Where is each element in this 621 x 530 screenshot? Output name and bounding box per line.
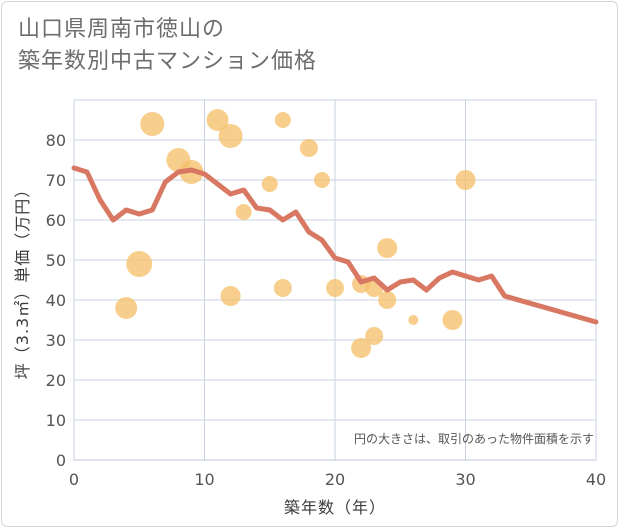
bubble <box>326 279 344 297</box>
bubble <box>299 139 318 157</box>
bubble <box>365 327 384 345</box>
y-tick-label: 60 <box>46 211 66 230</box>
x-tick-label: 30 <box>455 470 475 489</box>
bubble <box>140 112 165 136</box>
title-line-2: 築年数別中古マンション価格 <box>18 49 318 74</box>
title-line-1: 山口県周南市徳山の <box>18 17 226 42</box>
y-tick-label: 0 <box>56 451 66 470</box>
bubble <box>408 315 419 325</box>
y-axis-label: 坪（3.3㎡）単価（万円） <box>13 181 32 379</box>
size-note: 円の大きさは、取引のあった物件面積を示す <box>354 431 594 446</box>
bubble <box>442 310 463 330</box>
bubble <box>378 291 397 309</box>
x-tick-label: 40 <box>586 470 606 489</box>
y-tick-label: 40 <box>46 291 66 310</box>
bubble <box>273 279 292 297</box>
y-tick-label: 50 <box>46 251 66 270</box>
x-axis-label: 築年数（年） <box>284 498 386 517</box>
y-tick-label: 70 <box>46 171 66 190</box>
bubble <box>261 176 278 192</box>
bubble <box>274 112 291 128</box>
bubble <box>206 109 229 131</box>
bubble <box>455 170 476 190</box>
bubble <box>115 297 138 319</box>
x-tick-label: 0 <box>69 470 79 489</box>
bubble <box>126 251 153 277</box>
bubble <box>218 124 243 148</box>
y-tick-label: 20 <box>46 371 66 390</box>
bubbles <box>115 109 476 358</box>
tick-labels: 0 10 20 30 40 0 10 20 30 40 50 60 70 80 <box>46 131 607 489</box>
y-tick-label: 10 <box>46 411 66 430</box>
x-tick-label: 10 <box>194 470 214 489</box>
y-tick-label: 80 <box>46 131 66 150</box>
bubble <box>235 204 252 220</box>
bubble <box>351 338 372 358</box>
x-tick-label: 20 <box>325 470 345 489</box>
trend-line <box>71 165 599 325</box>
chart-title: 山口県周南市徳山の 築年数別中古マンション価格 <box>18 14 317 78</box>
bubble <box>220 286 241 306</box>
bubble <box>377 238 398 258</box>
bubble <box>313 172 330 188</box>
y-tick-label: 30 <box>46 331 66 350</box>
